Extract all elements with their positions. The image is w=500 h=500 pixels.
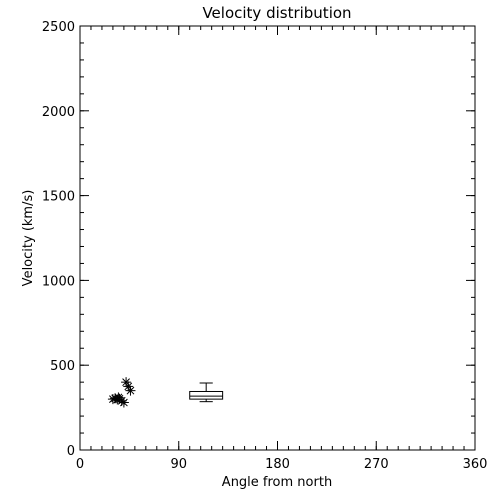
- x-tick-label: 360: [463, 457, 488, 472]
- x-tick-label: 270: [364, 457, 389, 472]
- axis-tick-labels: 0 90 180 270 360 0 500 1000 1500 2000 2500: [42, 20, 488, 472]
- x-tick-label: 0: [76, 457, 84, 472]
- data-point: [121, 377, 132, 388]
- y-tick-label: 1000: [42, 274, 75, 289]
- data-point: [118, 397, 129, 408]
- y-tick-label: 2000: [42, 105, 75, 120]
- plot-frame: [79, 25, 476, 451]
- boxplot-box: [189, 390, 224, 400]
- y-tick-label: 2500: [42, 20, 75, 35]
- chart-title: Velocity distribution: [202, 4, 351, 22]
- x-tick-label: 90: [170, 457, 187, 472]
- data-points: [107, 377, 136, 408]
- x-tick-label: 180: [265, 457, 290, 472]
- y-tick-label: 1500: [42, 190, 75, 205]
- boxplot: [189, 382, 224, 403]
- y-axis-label: Velocity (km/s): [21, 190, 36, 287]
- data-point: [125, 385, 136, 396]
- y-tick-label: 0: [67, 444, 75, 459]
- y-tick-label: 500: [50, 359, 75, 374]
- x-axis-label: Angle from north: [222, 475, 332, 490]
- axis-ticks: [79, 25, 476, 451]
